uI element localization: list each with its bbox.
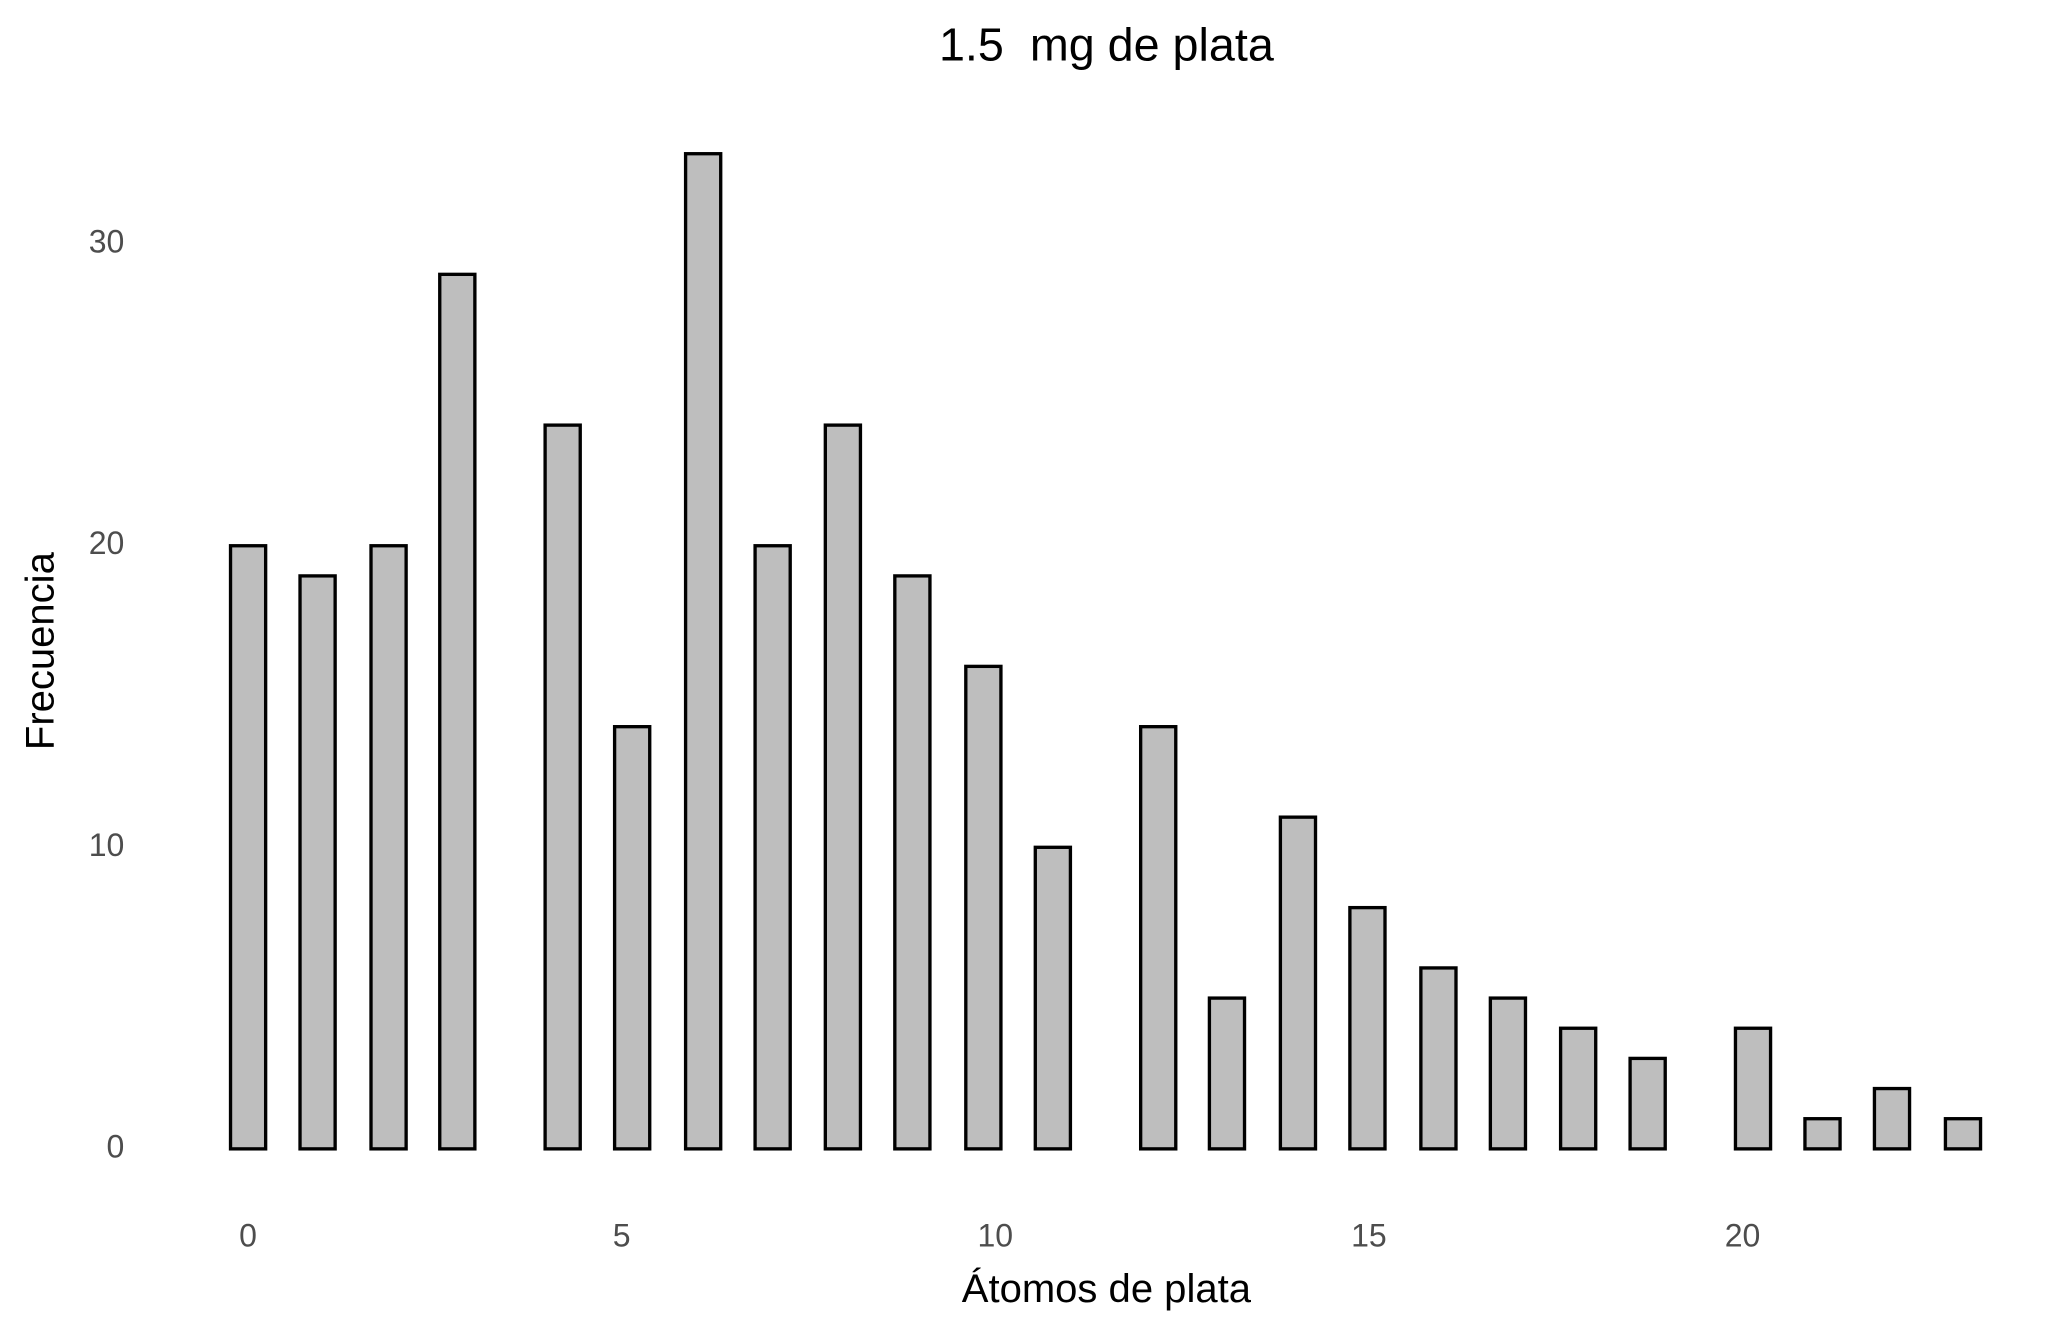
bar [1138,725,1178,1151]
x-tick-label: 10 [978,1218,1014,1254]
bar [683,152,723,1151]
y-tick-label: 0 [107,1128,125,1164]
bar [1278,815,1318,1151]
bar [298,574,337,1151]
bar [823,423,863,1151]
x-tick-label: 5 [613,1218,631,1254]
bar [1943,1117,1983,1151]
chart-title: 1.5 mg de plata [939,18,1274,70]
bar [964,664,1003,1151]
x-axis-title: Átomos de plata [962,1266,1252,1311]
bar [1033,845,1073,1151]
x-tick-label: 20 [1725,1218,1761,1254]
bar [1207,996,1247,1151]
bar [753,544,792,1151]
x-tick-label: 0 [239,1218,257,1254]
y-axis-title: Frecuencia [18,551,62,750]
bar [612,725,652,1151]
y-tick-label: 20 [89,525,125,561]
y-tick-label: 10 [89,827,125,863]
bar [228,544,268,1151]
x-tick-label: 15 [1351,1218,1387,1254]
bar [1348,905,1387,1151]
bar [543,423,582,1151]
bar [1419,966,1458,1151]
bar [438,272,477,1151]
bar [1872,1086,1912,1151]
bar [369,544,408,1151]
bar [1488,996,1528,1151]
bar [1803,1117,1842,1151]
bar [893,574,932,1151]
bar [1733,1026,1773,1151]
bar [1628,1056,1667,1151]
bar [1558,1026,1598,1151]
y-tick-label: 30 [89,224,125,260]
